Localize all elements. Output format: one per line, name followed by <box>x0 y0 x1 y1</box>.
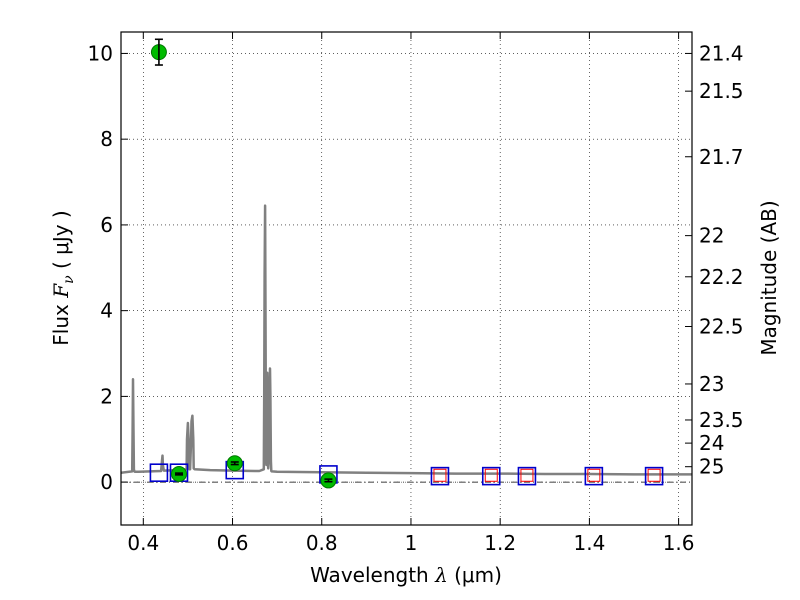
x-tick-label: 0.6 <box>217 531 249 555</box>
y2-tick-label: 25 <box>699 455 724 479</box>
y2-tick-label: 24 <box>699 431 724 455</box>
y2-tick-label: 21.7 <box>699 145 744 169</box>
x-tick-label: 1.6 <box>663 531 695 555</box>
model-flux-square <box>584 466 604 486</box>
x-tick-label: 0.4 <box>127 531 159 555</box>
y-tick-label: 6 <box>100 213 113 237</box>
y-tick-label: 0 <box>100 470 113 494</box>
upper-limit-square <box>647 468 661 482</box>
upper-limit-square <box>484 468 498 482</box>
x-tick-label: 1.2 <box>484 531 516 555</box>
upper-limit-square <box>433 468 447 482</box>
x-tick-label: 0.8 <box>306 531 338 555</box>
plot-area <box>121 38 692 489</box>
y-tick-label: 10 <box>88 41 113 65</box>
model-flux-square <box>481 466 501 486</box>
y-tick-label: 4 <box>100 299 113 323</box>
grid <box>121 32 692 525</box>
plot-frame <box>120 31 693 526</box>
y-tick-label: 2 <box>100 384 113 408</box>
model-flux-square <box>430 466 450 486</box>
y2-axis-label: Magnitude (AB) <box>757 200 781 355</box>
model-flux-square <box>644 466 664 486</box>
y2-tick-label: 22.5 <box>699 315 744 339</box>
y-tick-label: 8 <box>100 127 113 151</box>
y2-tick-label: 21.4 <box>699 41 744 65</box>
y2-tick-label: 23.5 <box>699 408 744 432</box>
model-flux-square <box>517 466 537 486</box>
y2-tick-label: 22 <box>699 224 724 248</box>
upper-limit-square <box>587 468 601 482</box>
y2-tick-label: 23 <box>699 372 724 396</box>
model-flux-square <box>149 463 169 482</box>
y2-tick-label: 21.5 <box>699 79 744 103</box>
x-tick-label: 1 <box>405 531 418 555</box>
x-tick-label: 1.4 <box>573 531 605 555</box>
model-spectrum-line <box>121 204 692 476</box>
y-axis-label: Flux Fν ( μJy ) <box>49 210 77 345</box>
upper-limit-square <box>520 468 534 482</box>
y2-tick-label: 22.2 <box>699 265 744 289</box>
x-axis-label: Wavelength λ (μm) <box>310 563 502 587</box>
